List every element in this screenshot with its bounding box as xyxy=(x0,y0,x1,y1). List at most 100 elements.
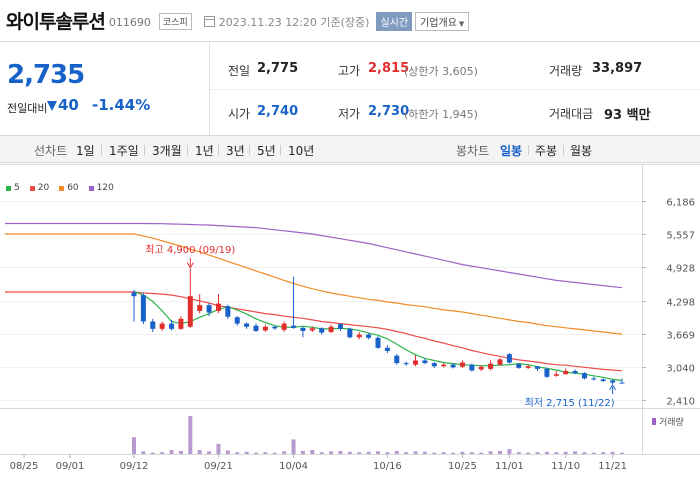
candle-body xyxy=(337,324,343,329)
volume-bar xyxy=(197,450,202,454)
candle-body xyxy=(215,303,221,311)
volume-bar xyxy=(282,451,287,454)
volume-bar xyxy=(582,452,587,454)
period-1y[interactable]: 1년 xyxy=(195,144,214,158)
volume-bar xyxy=(451,452,456,454)
open-label: 시가 xyxy=(228,107,251,121)
candle-body xyxy=(384,347,390,351)
candle-body xyxy=(516,364,522,368)
candle-body xyxy=(506,354,512,363)
price-chart[interactable]: 5 20 60 120 6,186 5,557 4,928 4,298 3,669 3,0… xyxy=(0,164,700,490)
x-tick-label: 11/10 xyxy=(551,461,580,472)
volume-bar xyxy=(610,451,615,454)
volume-bar xyxy=(338,450,343,454)
stock-code: 011690 xyxy=(108,15,151,29)
volume-label: 거래량 xyxy=(549,64,583,78)
y-tick-label: 4,928 xyxy=(666,264,695,275)
volume-value: 33,897 xyxy=(592,61,643,76)
ma60-line xyxy=(5,233,623,335)
period-3y[interactable]: 3년 xyxy=(226,144,245,158)
candle-body xyxy=(291,325,297,328)
ma120-line xyxy=(5,222,623,289)
realtime-button[interactable]: 실시간 xyxy=(376,12,413,31)
candle-body xyxy=(488,363,494,369)
period-10y[interactable]: 10년 xyxy=(288,144,315,158)
candle-body xyxy=(591,378,597,380)
chevron-down-icon: ▼ xyxy=(458,20,465,28)
timestamp: 2023.11.23 12:20 기준(장중) xyxy=(218,15,370,29)
volume-bar xyxy=(141,451,146,454)
candle-body xyxy=(253,325,259,331)
candle-body xyxy=(459,362,465,367)
change-label: 전일대비 xyxy=(7,102,48,115)
x-tick-label: 10/04 xyxy=(279,461,308,472)
candle-body xyxy=(366,334,372,338)
candle-body xyxy=(178,318,184,329)
candle-body xyxy=(328,326,334,333)
candle-body xyxy=(422,360,428,364)
volume-bar xyxy=(235,452,240,454)
candle-body xyxy=(563,371,569,375)
candle-body xyxy=(478,366,484,370)
period-1w[interactable]: 1주일 xyxy=(109,144,139,158)
legend-ma60: 60 xyxy=(59,183,79,193)
volume-bar xyxy=(150,452,155,454)
legend-label: 60 xyxy=(67,183,79,193)
volume-bar xyxy=(601,452,606,454)
high-label: 고가 xyxy=(338,64,361,78)
volume-bar xyxy=(178,450,183,454)
volume-bar xyxy=(394,450,399,454)
volume-bar xyxy=(132,437,136,454)
candle-body xyxy=(525,366,531,368)
chart-legend: 5 20 60 120 xyxy=(6,183,114,193)
candle-body xyxy=(469,364,475,371)
volume-bar xyxy=(507,449,512,454)
current-price: 2,735 xyxy=(7,60,85,90)
stock-name: 와이투솔루션 xyxy=(6,11,106,33)
legend-ma5: 5 xyxy=(6,183,20,193)
divider xyxy=(101,145,102,155)
volume-bar xyxy=(244,451,249,454)
candle-body xyxy=(553,374,559,376)
candle-weekly[interactable]: 주봉 xyxy=(535,144,558,158)
x-tick-label: 09/12 xyxy=(120,461,149,472)
candle-body xyxy=(169,323,175,329)
candle-body xyxy=(394,355,400,364)
chart-canvas: 6,186 5,557 4,928 4,298 3,669 3,040 2,410 08/25… xyxy=(0,164,700,472)
volume-legend-swatch xyxy=(652,418,656,425)
candle-body xyxy=(159,323,165,329)
candle-body xyxy=(600,379,606,382)
open-value: 2,740 xyxy=(257,104,299,119)
candle-body xyxy=(197,305,203,311)
volume-bar xyxy=(479,452,484,454)
candle-body xyxy=(535,366,541,369)
low-annotation: 최저 2,715 (11/22) xyxy=(525,397,615,409)
candle-body xyxy=(403,363,409,365)
calendar-icon xyxy=(203,16,215,27)
divider xyxy=(210,89,700,90)
candle-body xyxy=(150,321,156,329)
volume-bar xyxy=(516,452,521,454)
divider xyxy=(280,145,281,155)
period-3m[interactable]: 3개월 xyxy=(152,144,182,158)
volume-bar xyxy=(357,452,362,454)
candle-monthly[interactable]: 월봉 xyxy=(570,144,593,158)
high-annotation: 최고 4,900 (09/19) xyxy=(145,244,235,256)
period-1d[interactable]: 1일 xyxy=(76,144,95,158)
trade-amount-value: 93 백만 xyxy=(604,108,651,123)
volume-bar xyxy=(225,450,230,454)
company-overview-dropdown[interactable]: 기업개요 ▼ xyxy=(415,12,470,31)
candle-body xyxy=(187,296,193,327)
y-tick-label: 3,040 xyxy=(666,364,695,375)
company-overview-label: 기업개요 xyxy=(420,18,457,29)
volume-bar xyxy=(272,452,277,454)
period-5y[interactable]: 5년 xyxy=(257,144,276,158)
candle-body xyxy=(431,363,437,367)
candle-daily[interactable]: 일봉 xyxy=(500,144,523,158)
low-label: 저가 xyxy=(338,107,361,121)
volume-bar xyxy=(404,452,409,454)
volume-bar xyxy=(591,452,596,454)
legend-label: 120 xyxy=(96,183,114,193)
candle-chart-label: 봉차트 xyxy=(456,144,490,158)
divider xyxy=(249,145,250,155)
